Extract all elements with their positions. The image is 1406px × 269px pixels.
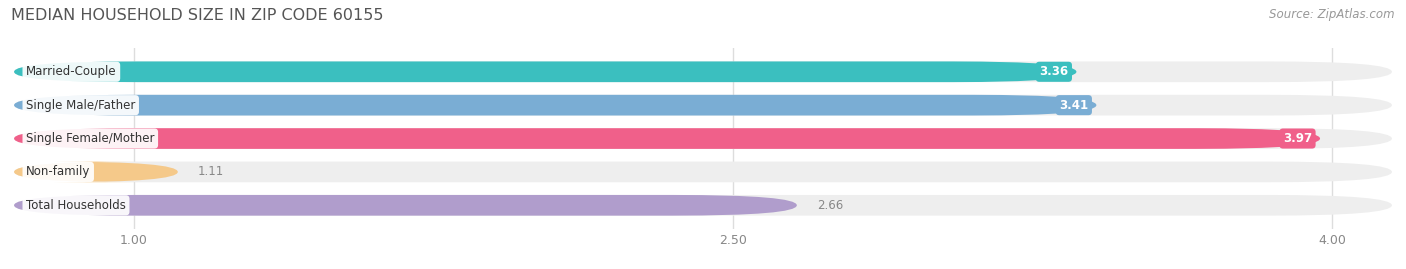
Text: 1.11: 1.11 — [198, 165, 224, 178]
FancyBboxPatch shape — [14, 195, 1392, 216]
FancyBboxPatch shape — [14, 128, 1392, 149]
Text: Single Female/Mother: Single Female/Mother — [27, 132, 155, 145]
Text: Single Male/Father: Single Male/Father — [27, 99, 135, 112]
Text: Married-Couple: Married-Couple — [27, 65, 117, 78]
FancyBboxPatch shape — [14, 128, 1320, 149]
Text: 3.97: 3.97 — [1282, 132, 1312, 145]
FancyBboxPatch shape — [14, 95, 1392, 115]
Text: MEDIAN HOUSEHOLD SIZE IN ZIP CODE 60155: MEDIAN HOUSEHOLD SIZE IN ZIP CODE 60155 — [11, 8, 384, 23]
FancyBboxPatch shape — [14, 95, 1097, 115]
FancyBboxPatch shape — [14, 162, 1392, 182]
FancyBboxPatch shape — [14, 61, 1077, 82]
Text: 3.36: 3.36 — [1039, 65, 1069, 78]
FancyBboxPatch shape — [14, 195, 797, 216]
FancyBboxPatch shape — [14, 162, 177, 182]
Text: 2.66: 2.66 — [817, 199, 844, 212]
Text: 3.41: 3.41 — [1059, 99, 1088, 112]
FancyBboxPatch shape — [14, 61, 1392, 82]
Text: Non-family: Non-family — [27, 165, 90, 178]
Text: Total Households: Total Households — [27, 199, 127, 212]
Text: Source: ZipAtlas.com: Source: ZipAtlas.com — [1270, 8, 1395, 21]
